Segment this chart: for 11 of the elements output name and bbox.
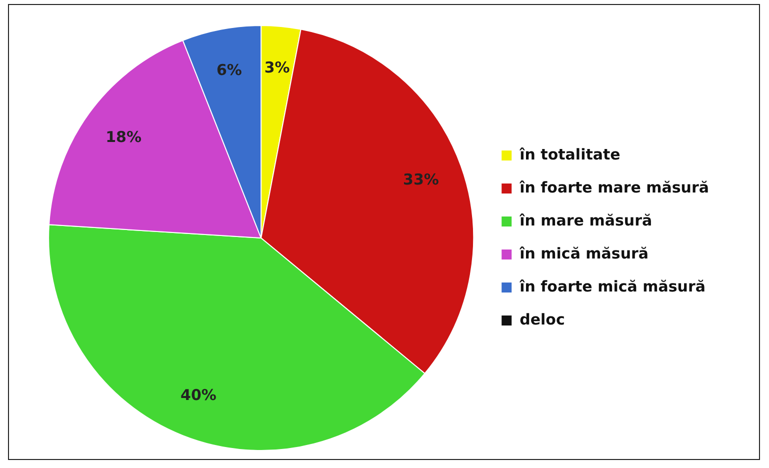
data-label: 6% bbox=[216, 60, 242, 79]
data-label: 18% bbox=[106, 128, 142, 146]
legend-label: în mică măsură bbox=[518, 244, 649, 262]
data-label: 3% bbox=[264, 58, 290, 77]
legend-label: deloc bbox=[520, 310, 565, 328]
data-label: 40% bbox=[180, 386, 216, 404]
data-label: 33% bbox=[403, 170, 439, 188]
legend-label: în totalitate bbox=[518, 145, 620, 164]
legend-label: în foarte mare măsură bbox=[518, 178, 710, 196]
legend-label: în foarte mică măsură bbox=[518, 277, 706, 296]
legend-label: în mare măsură bbox=[518, 211, 652, 230]
